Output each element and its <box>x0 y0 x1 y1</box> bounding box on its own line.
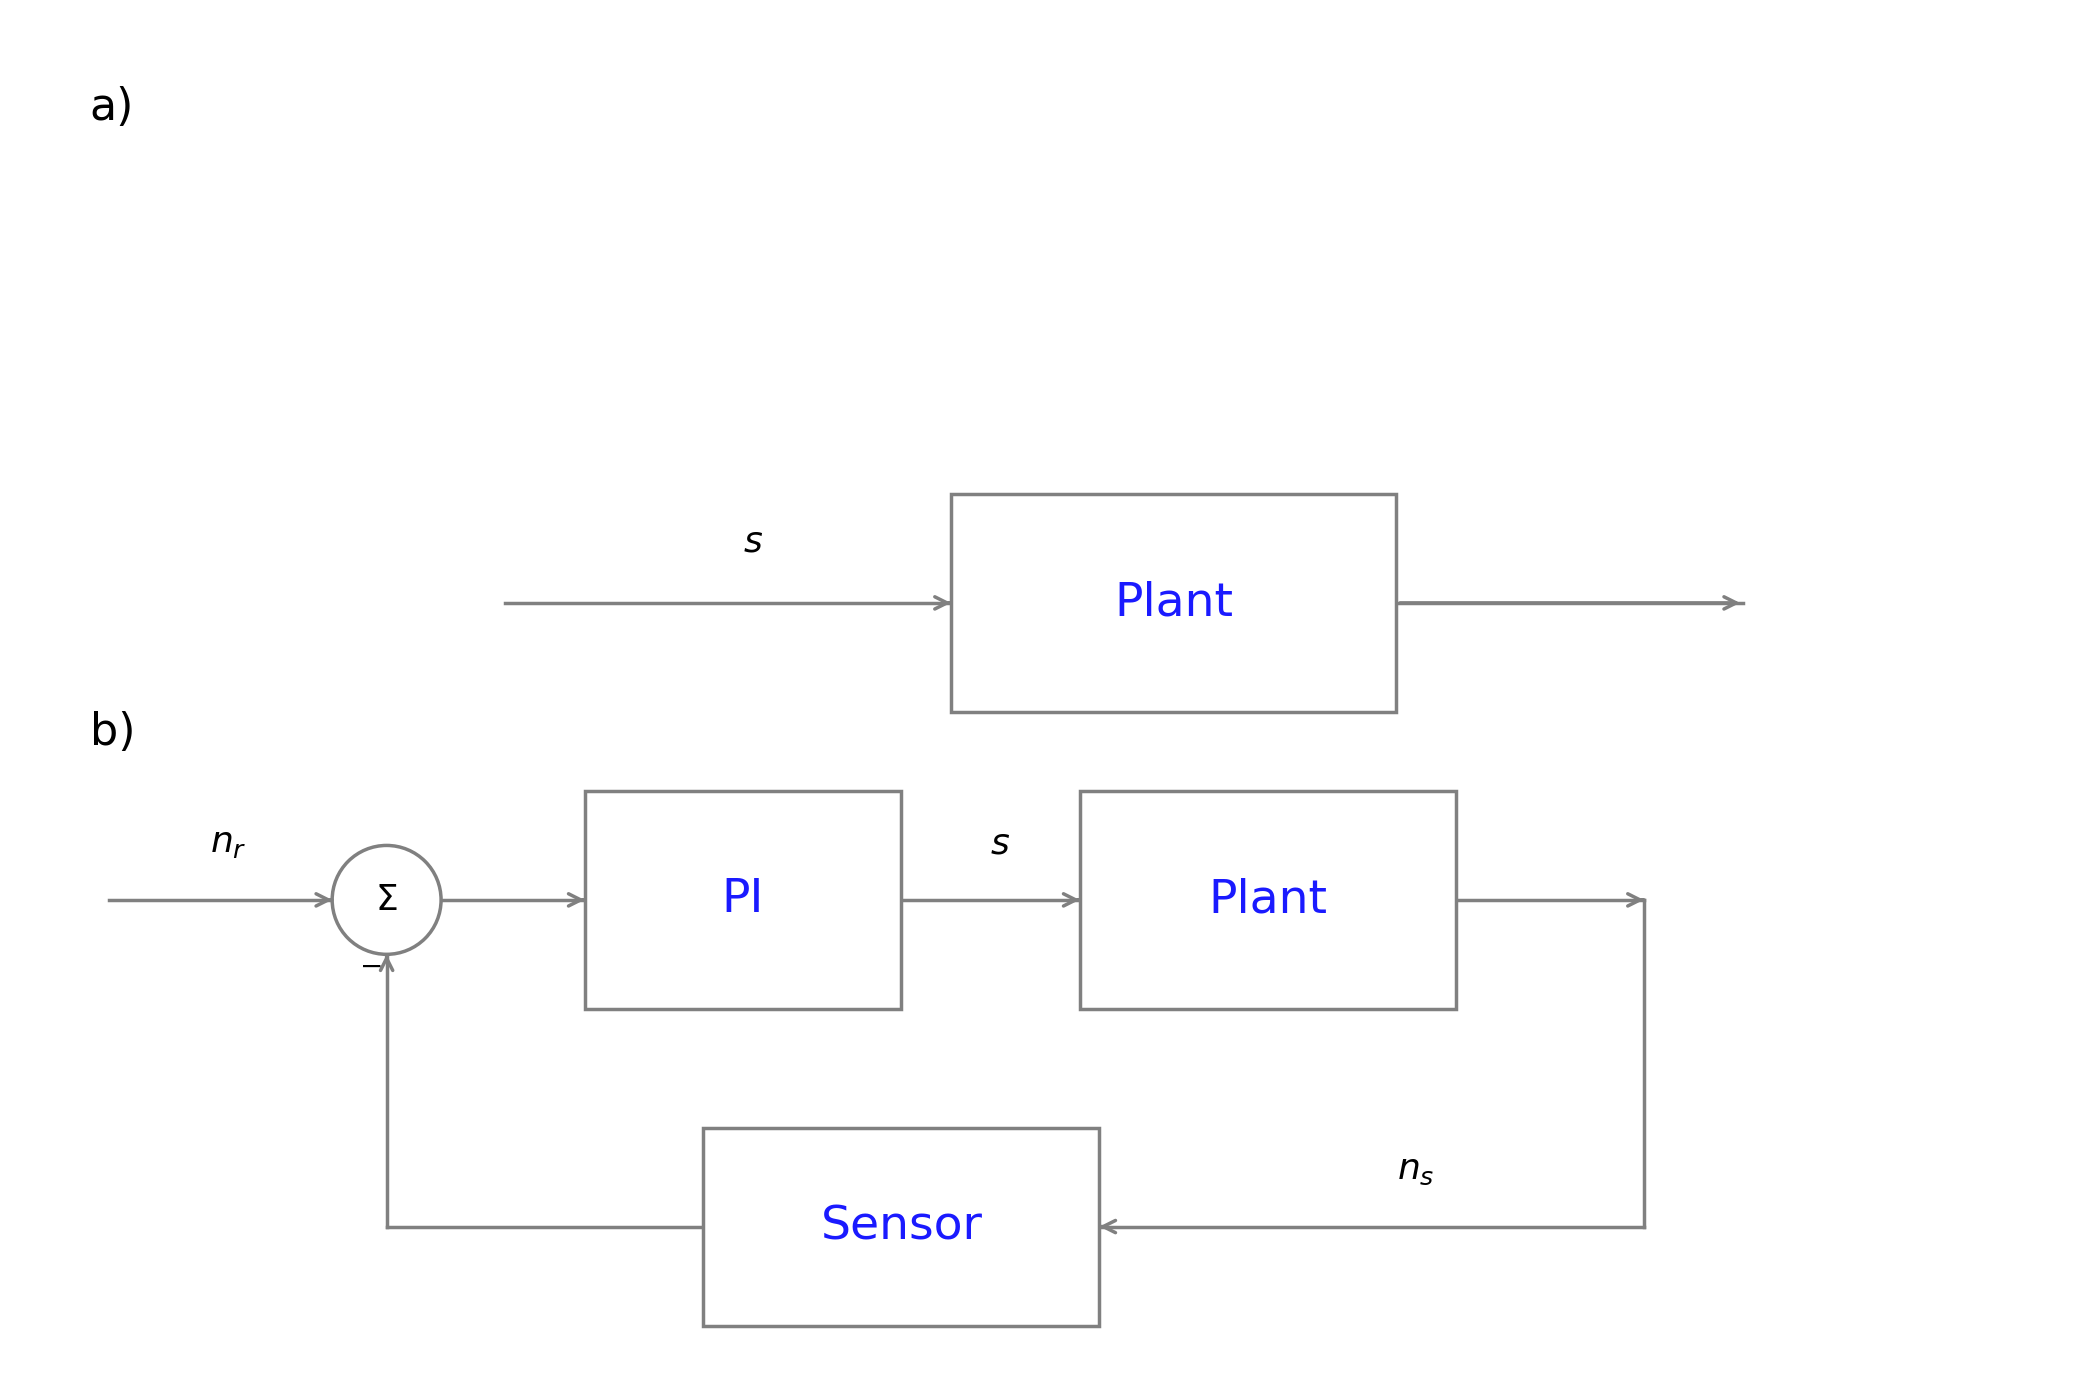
Text: $s$: $s$ <box>742 524 763 558</box>
Text: PI: PI <box>721 878 765 922</box>
Text: $s$: $s$ <box>991 826 1010 860</box>
Text: Plant: Plant <box>1207 878 1328 922</box>
FancyBboxPatch shape <box>952 493 1396 712</box>
FancyBboxPatch shape <box>584 791 902 1009</box>
FancyBboxPatch shape <box>1081 791 1457 1009</box>
Text: $-$: $-$ <box>359 952 382 980</box>
Circle shape <box>332 846 441 955</box>
Text: a): a) <box>89 86 133 129</box>
Text: b): b) <box>89 710 135 753</box>
Text: $\Sigma$: $\Sigma$ <box>376 883 397 916</box>
Text: $n_r$: $n_r$ <box>210 826 247 860</box>
FancyBboxPatch shape <box>704 1128 1099 1325</box>
Text: Plant: Plant <box>1114 580 1232 626</box>
Text: $n_s$: $n_s$ <box>1396 1153 1436 1187</box>
Text: Sensor: Sensor <box>821 1204 983 1249</box>
